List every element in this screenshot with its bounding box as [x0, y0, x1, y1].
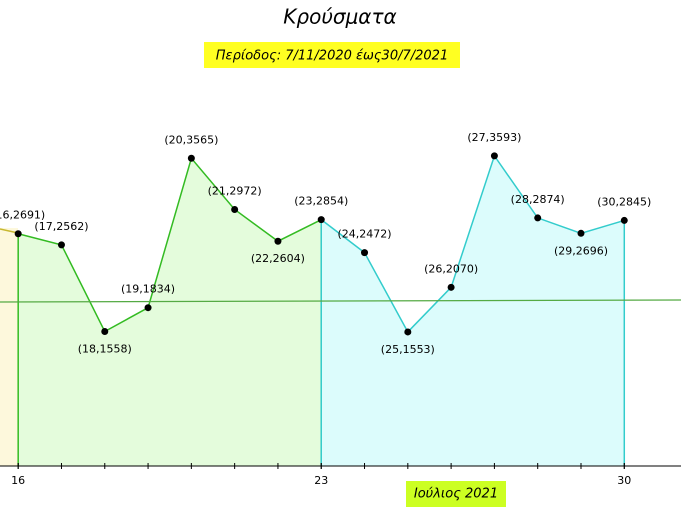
point: [14, 230, 22, 238]
x-tick-label: 16: [11, 474, 25, 487]
point-label: (18,1558): [78, 343, 132, 356]
connector: [320, 219, 365, 254]
x-axis-label: Ιούλιος 2021: [414, 487, 498, 502]
point-label: (23,2854): [294, 195, 348, 208]
point-label: (16,2691): [0, 209, 45, 222]
subtitle-box: [204, 42, 460, 68]
point: [490, 152, 498, 160]
point-label: (20,3565): [164, 133, 218, 146]
series-line: [17, 156, 322, 333]
point: [620, 216, 628, 224]
point: [101, 328, 109, 336]
point: [534, 214, 542, 222]
point: [447, 283, 455, 291]
point: [577, 229, 585, 237]
point: [404, 328, 412, 336]
chart-title: Κρούσματα: [283, 5, 396, 29]
point-label: (29,2696): [554, 244, 608, 257]
point: [231, 205, 239, 213]
point: [57, 241, 65, 249]
point-label: (30,2845): [597, 195, 651, 208]
point-label: (22,2604): [251, 252, 305, 265]
area: [18, 158, 322, 466]
point: [274, 237, 282, 245]
x-tick-label: 23: [314, 474, 328, 487]
point-label: (17,2562): [34, 220, 88, 233]
area: [321, 155, 625, 466]
point-label: (28,2874): [511, 193, 565, 206]
point: [361, 249, 369, 257]
chart-subtitle: Περίοδος: 7/11/2020 έως30/7/2021: [216, 49, 448, 64]
point-label: (26,2070): [424, 262, 478, 275]
reference-line: [0, 299, 681, 303]
point: [144, 304, 152, 312]
point-label: (25,1553): [381, 343, 435, 356]
x-tick-label: 30: [617, 474, 631, 487]
left-area: [0, 228, 18, 466]
x-label-box: [406, 481, 506, 507]
point-label: (27,3593): [467, 131, 521, 144]
point-label: (21,2972): [208, 184, 262, 197]
point: [187, 154, 195, 162]
point: [317, 216, 325, 224]
point-label: (24,2472): [337, 228, 391, 241]
point-label: (19,1834): [121, 283, 175, 296]
